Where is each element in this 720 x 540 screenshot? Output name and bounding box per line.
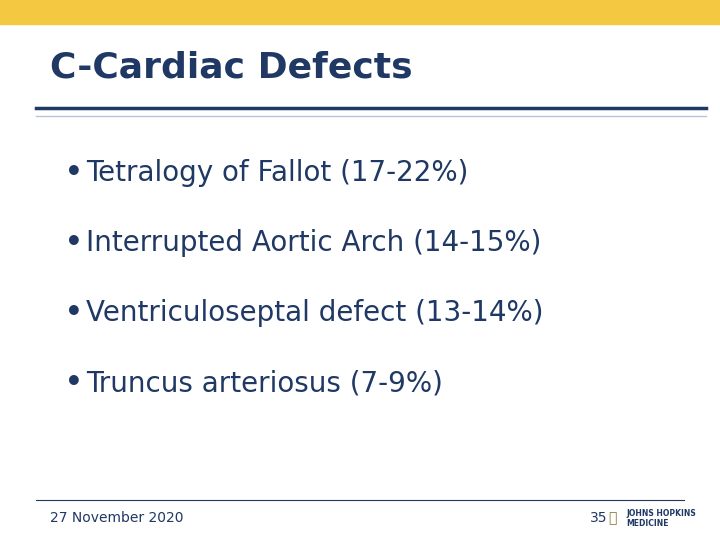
Text: •: • xyxy=(65,159,83,187)
Text: •: • xyxy=(65,229,83,257)
Text: Truncus arteriosus (7-9%): Truncus arteriosus (7-9%) xyxy=(86,369,444,397)
Text: Interrupted Aortic Arch (14-15%): Interrupted Aortic Arch (14-15%) xyxy=(86,229,541,257)
Text: 27 November 2020: 27 November 2020 xyxy=(50,511,184,525)
Text: JOHNS HOPKINS
MEDICINE: JOHNS HOPKINS MEDICINE xyxy=(626,509,696,528)
Text: C-Cardiac Defects: C-Cardiac Defects xyxy=(50,51,413,84)
Text: 35: 35 xyxy=(590,511,608,525)
Text: Ventriculoseptal defect (13-14%): Ventriculoseptal defect (13-14%) xyxy=(86,299,544,327)
Text: ⛨: ⛨ xyxy=(608,511,616,525)
Text: •: • xyxy=(65,299,83,327)
Text: Tetralogy of Fallot (17-22%): Tetralogy of Fallot (17-22%) xyxy=(86,159,469,187)
Text: •: • xyxy=(65,369,83,397)
